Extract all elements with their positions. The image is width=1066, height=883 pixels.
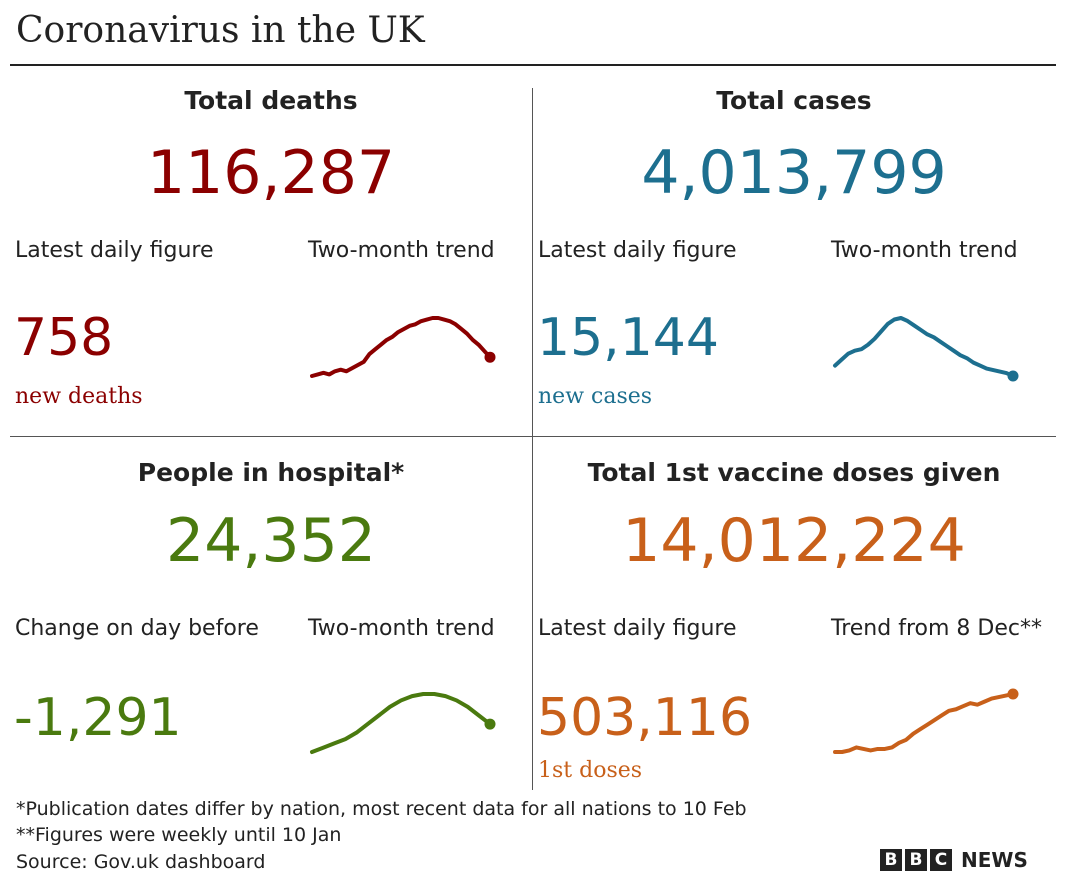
title-rule (10, 64, 1056, 66)
big-number: 116,287 (146, 138, 396, 208)
panel-title: Total deaths (184, 86, 358, 115)
trend-sparkline (833, 688, 1019, 754)
panel-title: Total cases (716, 86, 872, 115)
page-title: Coronavirus in the UK (16, 10, 425, 51)
left-label: Latest daily figure (538, 238, 737, 263)
trend-endpoint (484, 718, 496, 730)
horizontal-divider (10, 436, 1056, 437)
panel-title: People in hospital* (137, 458, 405, 487)
trend-endpoint (484, 351, 496, 363)
daily-value: 503,116 (537, 688, 753, 748)
logo-letter-c: C (930, 849, 952, 871)
vaccine-panel: Total 1st vaccine doses given 14,012,224… (533, 452, 1055, 802)
left-label: Latest daily figure (15, 238, 214, 263)
daily-sublabel: 1st doses (538, 758, 643, 783)
bbc-news-logo: B B C NEWS (880, 848, 1028, 872)
trend-endpoint (1007, 370, 1019, 382)
big-number: 24,352 (166, 506, 376, 576)
total-deaths-panel: Total deaths 116,287 Latest daily figure… (10, 80, 532, 430)
big-number: 4,013,799 (641, 138, 947, 208)
trend-endpoint (1007, 688, 1019, 700)
trend-line (310, 692, 492, 754)
vertical-divider (532, 88, 533, 790)
right-label: Two-month trend (308, 616, 495, 641)
hospital-panel: People in hospital* 24,352 Change on day… (10, 452, 532, 802)
daily-value: -1,291 (14, 688, 182, 748)
source-note: Source: Gov.uk dashboard (16, 851, 266, 873)
logo-letter-b: B (880, 849, 902, 871)
big-number: 14,012,224 (622, 506, 966, 576)
left-label: Change on day before (15, 616, 259, 641)
panel-title: Total 1st vaccine doses given (587, 458, 1001, 487)
trend-sparkline (833, 316, 1019, 382)
daily-value: 15,144 (537, 308, 719, 368)
right-label: Two-month trend (308, 238, 495, 263)
footnote-publication: *Publication dates differ by nation, mos… (16, 798, 747, 820)
total-cases-panel: Total cases 4,013,799 Latest daily figur… (533, 80, 1055, 430)
daily-sublabel: new cases (538, 384, 653, 409)
right-label: Trend from 8 Dec** (831, 616, 1042, 641)
right-label: Two-month trend (831, 238, 1018, 263)
logo-letter-b: B (905, 849, 927, 871)
trend-sparkline (310, 692, 496, 754)
logo-news-text: NEWS (961, 848, 1028, 872)
footnote-weekly: **Figures were weekly until 10 Jan (16, 824, 342, 846)
daily-sublabel: new deaths (15, 384, 143, 409)
trend-line (833, 692, 1015, 754)
trend-sparkline (310, 316, 496, 378)
left-label: Latest daily figure (538, 616, 737, 641)
trend-line (833, 316, 1015, 378)
trend-line (310, 316, 492, 378)
daily-value: 758 (14, 308, 114, 368)
